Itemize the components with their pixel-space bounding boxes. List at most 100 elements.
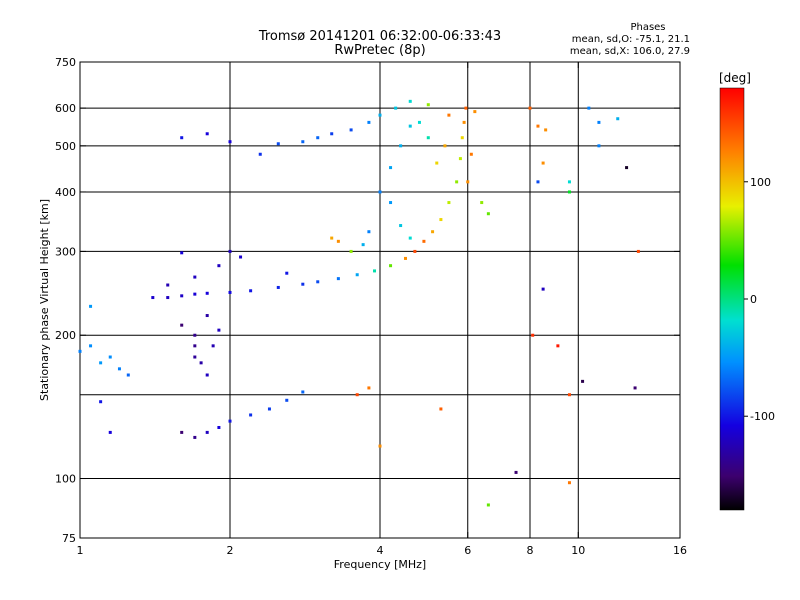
data-point [469, 152, 473, 156]
colorbar: [deg] 100 0 -100 [719, 71, 775, 511]
data-point [239, 255, 243, 259]
data-point [531, 333, 535, 337]
data-point [462, 120, 466, 124]
data-point [180, 294, 184, 298]
data-point [556, 344, 560, 348]
data-point [205, 373, 209, 377]
data-point [99, 361, 103, 365]
legend-title: Phases [630, 22, 665, 33]
data-point [108, 430, 112, 434]
grid-lines [80, 62, 680, 538]
data-point [228, 290, 232, 294]
data-point [378, 190, 382, 194]
chart-title: Tromsø 20141201 06:32:00-06:33:43 [258, 29, 501, 44]
colorbar-tick-label: 0 [750, 293, 757, 306]
data-point [166, 296, 170, 300]
data-point [180, 430, 184, 434]
data-point [151, 296, 155, 300]
data-point [108, 355, 112, 359]
data-point [349, 249, 353, 253]
data-point [336, 239, 340, 243]
data-point [330, 236, 334, 240]
data-point [439, 407, 443, 411]
data-point [422, 239, 426, 243]
data-point [193, 435, 197, 439]
data-point [567, 481, 571, 485]
x-tick-label: 10 [571, 544, 585, 557]
data-point [228, 249, 232, 253]
data-point [528, 106, 532, 110]
data-point [403, 256, 407, 260]
data-point [597, 120, 601, 124]
x-tick-label: 8 [527, 544, 534, 557]
data-point [389, 264, 393, 268]
data-point [193, 355, 197, 359]
x-tick-label: 4 [377, 544, 384, 557]
data-point [258, 152, 262, 156]
data-point [89, 304, 93, 308]
data-point [378, 444, 382, 448]
y-axis-label: Stationary phase Virtual Height [km] [38, 199, 51, 401]
data-point [439, 218, 443, 222]
data-point [217, 264, 221, 268]
data-point [408, 236, 412, 240]
y-tick-label: 600 [55, 102, 76, 115]
y-tick-label: 300 [55, 245, 76, 258]
data-point [316, 136, 320, 140]
y-tick-label: 750 [55, 56, 76, 69]
data-point [447, 201, 451, 205]
data-point [426, 103, 430, 107]
data-point [636, 249, 640, 253]
data-point [435, 161, 439, 165]
data-point [541, 161, 545, 165]
data-point [217, 328, 221, 332]
data-point [78, 349, 82, 353]
legend-line-o: mean, sd,O: -75.1, 21.1 [572, 34, 690, 45]
data-point [541, 287, 545, 291]
data-point [205, 132, 209, 136]
y-tick-label: 500 [55, 140, 76, 153]
data-point [199, 361, 203, 365]
chart-subtitle: RwPretec (8p) [334, 43, 425, 58]
data-point [193, 344, 197, 348]
data-point [486, 503, 490, 507]
data-point [616, 117, 620, 121]
data-point [460, 136, 464, 140]
y-tick-label: 75 [62, 532, 76, 545]
data-point [205, 291, 209, 295]
colorbar-gradient [719, 87, 745, 511]
axis-ticks: 1 2 4 6 8 10 16 75 100 200 300 400 500 600 750 [55, 56, 687, 557]
data-point [276, 142, 280, 146]
data-point [514, 470, 518, 474]
data-point [205, 314, 209, 318]
data-point [285, 398, 289, 402]
data-point [426, 136, 430, 140]
data-point [249, 413, 253, 417]
data-point [193, 292, 197, 296]
data-point [544, 128, 548, 132]
data-point [211, 344, 215, 348]
data-point [536, 180, 540, 184]
data-point [301, 140, 305, 144]
data-point [567, 190, 571, 194]
data-point [285, 271, 289, 275]
data-point [633, 386, 637, 390]
data-point [193, 275, 197, 279]
x-axis-label: Frequency [MHz] [334, 558, 426, 571]
colorbar-tick-label: 100 [750, 176, 771, 189]
data-point [267, 407, 271, 411]
x-tick-label: 6 [464, 544, 471, 557]
data-point [99, 400, 103, 404]
data-point [367, 386, 371, 390]
data-point [408, 99, 412, 103]
data-point [89, 344, 93, 348]
x-tick-label: 1 [77, 544, 84, 557]
data-point [180, 323, 184, 327]
data-points [78, 99, 640, 507]
data-point [367, 230, 371, 234]
y-tick-label: 100 [55, 473, 76, 486]
colorbar-ticks: 100 0 -100 [744, 176, 775, 423]
data-point [205, 430, 209, 434]
data-point [399, 144, 403, 148]
